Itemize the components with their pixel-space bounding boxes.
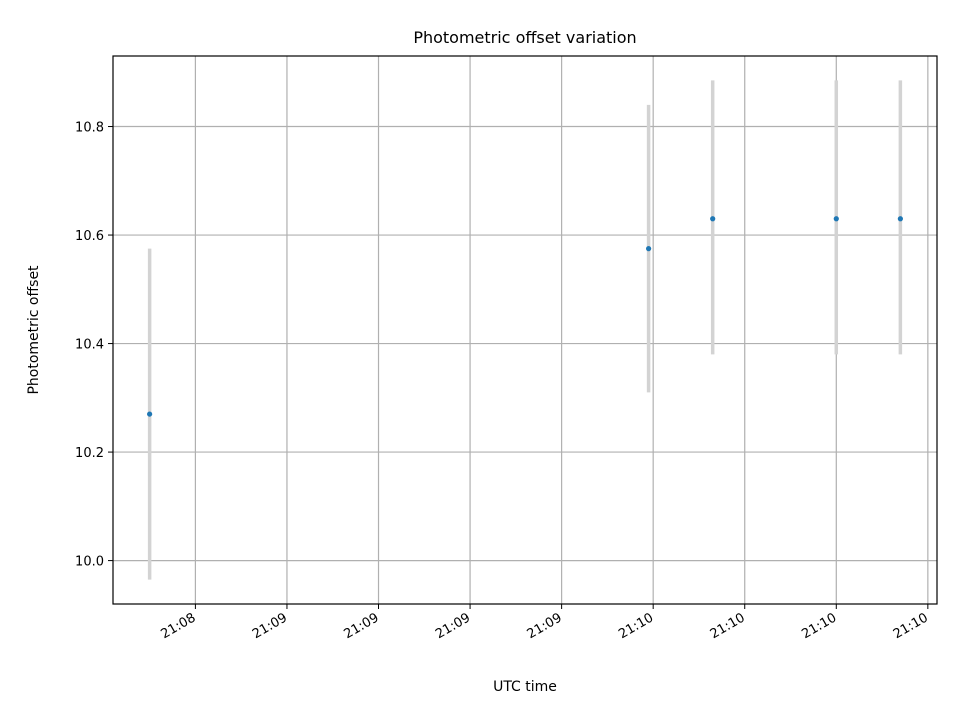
plot-frame — [112, 55, 938, 605]
y-tick-label: 10.2 — [75, 446, 104, 461]
chart-title: Photometric offset variation — [413, 28, 636, 47]
x-axis-label: UTC time — [493, 679, 557, 695]
data-point — [833, 216, 839, 222]
y-tick-label: 10.0 — [75, 555, 104, 570]
data-point — [646, 246, 652, 252]
data-point — [897, 216, 903, 222]
data-point — [147, 411, 153, 417]
grid — [113, 56, 937, 604]
y-tick-label: 10.4 — [75, 338, 104, 353]
y-tick-label: 10.8 — [75, 121, 104, 136]
y-tick-label: 10.6 — [75, 229, 104, 244]
data-points — [147, 216, 903, 417]
y-axis-label: Photometric offset — [26, 265, 42, 395]
data-point — [710, 216, 716, 222]
